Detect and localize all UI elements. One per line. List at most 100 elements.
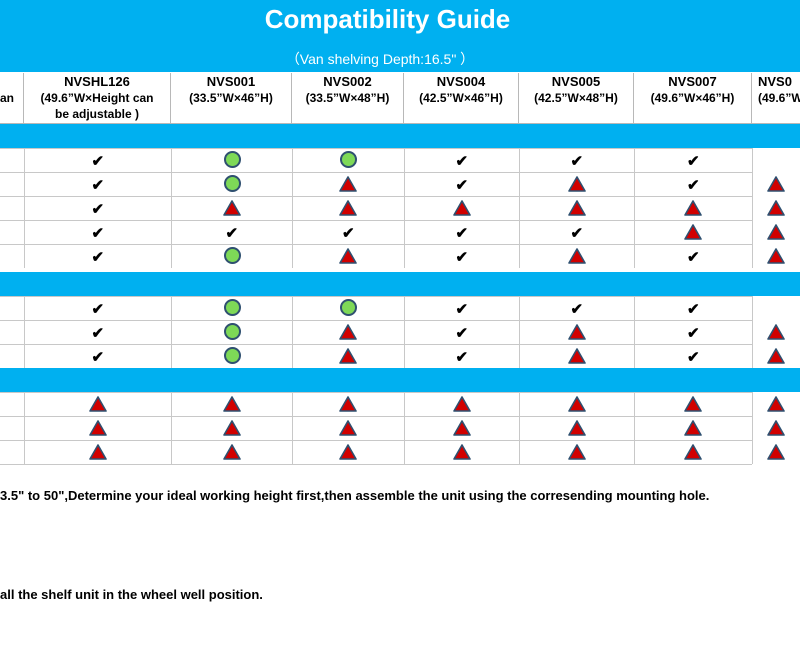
- red-triangle-icon: [684, 200, 702, 216]
- row-divider: [0, 244, 752, 245]
- check-icon: ✔: [91, 325, 105, 342]
- check-icon: ✔: [91, 153, 105, 170]
- check-icon: ✔: [91, 201, 105, 218]
- check-icon: ✔: [455, 153, 469, 170]
- red-triangle-icon: [567, 324, 586, 340]
- column-divider: [171, 148, 172, 268]
- check-icon: ✔: [687, 301, 700, 318]
- column-code: NVS001: [206, 74, 256, 89]
- red-triangle-icon: [567, 420, 586, 436]
- check-icon: ✔: [455, 325, 469, 342]
- red-triangle-icon: [222, 396, 241, 412]
- check-icon: ✔: [570, 301, 584, 318]
- column-header: NVS002 (33.5”W×48”H): [292, 73, 404, 123]
- check-icon: ✔: [455, 225, 469, 242]
- green-circle-icon: [223, 247, 241, 264]
- check-icon: ✔: [342, 225, 355, 242]
- row-divider: [0, 172, 752, 173]
- row-divider: [0, 392, 752, 393]
- red-triangle-icon: [339, 248, 357, 264]
- column-divider: [752, 392, 753, 464]
- column-dimension: (49.6”W: [758, 91, 800, 105]
- red-triangle-icon: [339, 324, 357, 340]
- section-band: [0, 368, 800, 392]
- check-icon: ✔: [570, 225, 584, 242]
- red-triangle-icon: [684, 420, 702, 436]
- red-triangle-icon: [88, 396, 107, 412]
- column-header: NVS005 (42.5”W×48”H): [519, 73, 634, 123]
- check-icon: ✔: [91, 301, 105, 318]
- red-triangle-icon: [452, 420, 471, 436]
- check-icon: ✔: [91, 225, 105, 242]
- red-triangle-icon: [684, 224, 702, 240]
- header-divider: [0, 123, 800, 124]
- column-header: NVSHL126 (49.6”W×Height can be adjustable …: [24, 73, 171, 123]
- column-divider: [24, 148, 25, 268]
- check-icon: ✔: [687, 325, 700, 342]
- column-divider: [752, 296, 753, 368]
- column-divider: [404, 148, 405, 268]
- column-divider: [519, 392, 520, 464]
- column-code: NVSHL126: [64, 74, 130, 89]
- red-triangle-icon: [767, 200, 785, 216]
- red-triangle-icon: [567, 248, 586, 264]
- column-dimension: be adjustable ): [54, 107, 140, 121]
- column-header: NVS001 (33.5”W×46”H): [171, 73, 292, 123]
- check-icon: ✔: [570, 153, 584, 170]
- page-subtitle: （Van shelving Depth:16.5" ）: [285, 51, 475, 67]
- column-divider: [752, 148, 753, 268]
- green-circle-icon: [223, 151, 241, 168]
- column-divider: [404, 392, 405, 464]
- red-triangle-icon: [567, 200, 586, 216]
- red-triangle-icon: [88, 444, 107, 460]
- red-triangle-icon: [88, 420, 107, 436]
- column-code: NVS002: [323, 74, 372, 89]
- green-circle-icon: [340, 299, 357, 316]
- column-divider: [634, 392, 635, 464]
- height-note: 3.5" to 50",Determine your ideal working…: [0, 488, 710, 503]
- red-triangle-icon: [767, 176, 785, 192]
- check-icon: ✔: [91, 249, 105, 266]
- row-divider: [0, 416, 752, 417]
- red-triangle-icon: [567, 444, 586, 460]
- column-dimension: (42.5”W×48”H): [534, 91, 618, 105]
- row-divider: [0, 148, 752, 149]
- red-triangle-icon: [767, 224, 785, 240]
- column-divider: [634, 148, 635, 268]
- green-circle-icon: [223, 323, 241, 340]
- red-triangle-icon: [452, 200, 471, 216]
- row-divider: [0, 196, 752, 197]
- wheel-well-note: all the shelf unit in the wheel well pos…: [0, 587, 263, 602]
- red-triangle-icon: [339, 396, 357, 412]
- column-divider: [634, 296, 635, 368]
- column-header: NVS004 (42.5”W×46”H): [404, 73, 519, 123]
- column-divider: [24, 392, 25, 464]
- check-icon: ✔: [91, 349, 105, 366]
- check-icon: ✔: [687, 349, 700, 366]
- row-divider: [0, 320, 752, 321]
- column-divider: [171, 296, 172, 368]
- section-band: [0, 124, 800, 148]
- red-triangle-icon: [339, 420, 357, 436]
- red-triangle-icon: [767, 396, 785, 412]
- red-triangle-icon: [339, 200, 357, 216]
- column-divider: [404, 296, 405, 368]
- column-divider: [292, 296, 293, 368]
- red-triangle-icon: [452, 396, 471, 412]
- column-dimension: (33.5”W×48”H): [305, 91, 390, 105]
- green-circle-icon: [340, 151, 357, 168]
- column-divider: [171, 392, 172, 464]
- column-divider: [519, 148, 520, 268]
- red-triangle-icon: [567, 348, 586, 364]
- column-code: NVS005: [551, 74, 601, 89]
- red-triangle-icon: [339, 348, 357, 364]
- row-divider: [0, 440, 752, 441]
- check-icon: ✔: [455, 249, 469, 266]
- red-triangle-icon: [222, 420, 241, 436]
- column-header-line: an: [0, 91, 15, 105]
- check-icon: ✔: [687, 153, 700, 170]
- column-header: an: [0, 73, 24, 123]
- column-dimension: (49.6”W×46”H): [650, 91, 735, 105]
- row-divider: [0, 220, 752, 221]
- green-circle-icon: [223, 299, 241, 316]
